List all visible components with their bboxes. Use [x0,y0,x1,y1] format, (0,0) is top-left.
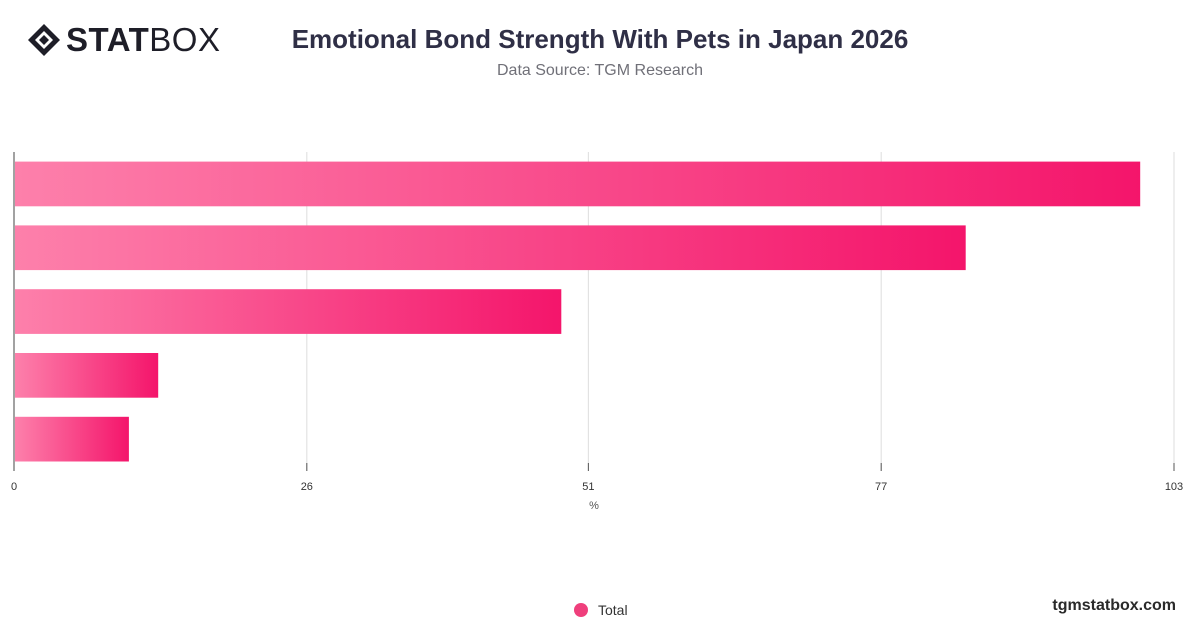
bar[interactable] [15,353,159,398]
statbox-logo-icon [28,24,60,56]
logo-wordmark-light: BOX [149,21,221,58]
bar[interactable] [15,161,1141,207]
bars [15,161,1141,462]
bar[interactable] [15,225,966,271]
x-axis-label: % [589,500,599,512]
bar[interactable] [15,416,129,462]
brand-footer: tgmstatbox.com [1052,597,1176,614]
x-tick-label: 103 [1165,481,1183,493]
logo-wordmark: STATBOX [66,22,220,58]
legend-label: Total [598,602,628,618]
chart-subtitle: Data Source: TGM Research [496,62,703,79]
legend-swatch [574,603,588,617]
x-axis: 0 26 51 77 103% [11,152,1183,512]
bar[interactable] [15,289,562,334]
x-tick-label: 26 [301,481,313,493]
bar-chart: 0 26 51 77 103% [11,152,1183,512]
x-tick-label: 0 [11,481,17,493]
legend[interactable]: Total [574,602,628,618]
x-tick-label: 51 [582,481,594,493]
x-tick-label: 77 [875,481,887,493]
chart-title: Emotional Bond Strength With Pets in Jap… [291,24,909,54]
logo-wordmark-bold: STAT [66,21,150,58]
statbox-logo: STATBOX [26,22,220,58]
